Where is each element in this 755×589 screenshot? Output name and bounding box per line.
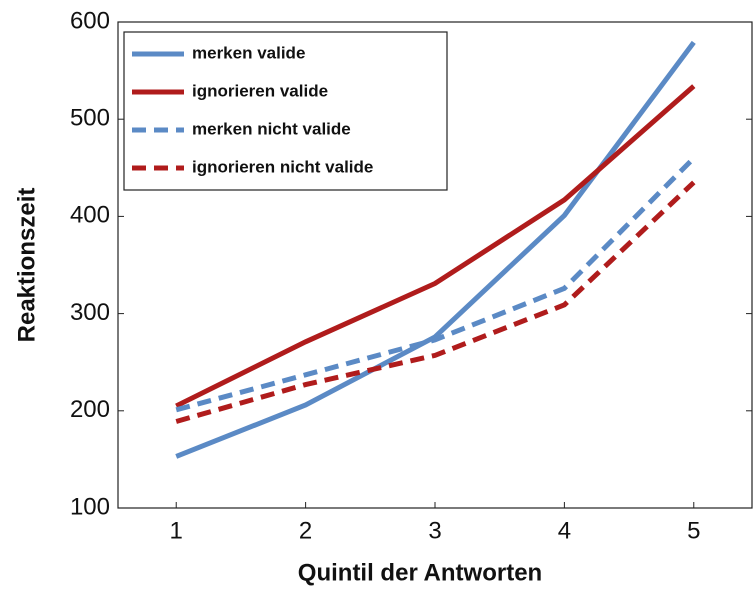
legend-label: ignorieren valide	[192, 81, 328, 100]
legend-box	[123, 31, 448, 191]
series-line	[175, 156, 696, 413]
legend-label: merken nicht valide	[192, 119, 351, 138]
x-tick-label: 1	[170, 517, 183, 544]
x-axis-label: Quintil der Antworten	[298, 559, 542, 586]
x-tick-label: 2	[299, 517, 312, 544]
x-tick-label: 4	[558, 517, 571, 544]
x-tick-label: 5	[687, 517, 700, 544]
y-tick-label: 600	[70, 7, 110, 34]
legend-label: ignorieren nicht valide	[192, 157, 373, 176]
series-line	[175, 40, 696, 459]
y-axis-label: Reaktionszeit	[13, 188, 40, 343]
legend-label: merken valide	[192, 43, 305, 62]
y-tick-label: 500	[70, 105, 110, 132]
x-tick-label: 3	[428, 517, 441, 544]
series-line	[175, 180, 696, 424]
y-tick-label: 300	[70, 299, 110, 326]
y-tick-label: 100	[70, 493, 110, 520]
y-tick-label: 400	[70, 202, 110, 229]
y-tick-label: 200	[70, 396, 110, 423]
series-line	[175, 84, 696, 409]
